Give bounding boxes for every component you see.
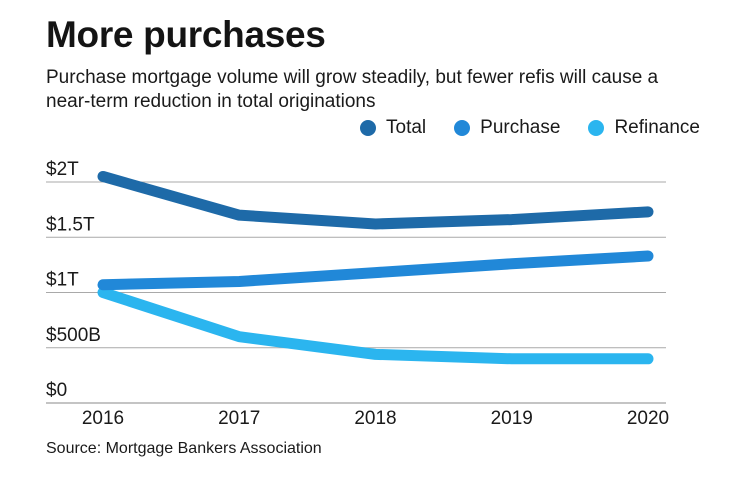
- legend-label-purchase: Purchase: [480, 117, 561, 138]
- y-tick-label-2: $1T: [46, 270, 79, 291]
- source-note: Source: Mortgage Bankers Association: [46, 440, 322, 457]
- legend-label-total: Total: [386, 117, 427, 138]
- x-tick-label-0: 2016: [82, 408, 124, 429]
- legend-swatch-purchase: [454, 120, 471, 136]
- y-tick-label-0: $0: [46, 380, 67, 401]
- series-line-total: [97, 170, 654, 230]
- legend-label-refinance: Refinance: [614, 117, 700, 138]
- legend-item-purchase: Purchase: [454, 117, 560, 139]
- legend: Total Purchase Refinance: [360, 117, 700, 139]
- series-line-refinance: [97, 287, 654, 365]
- x-tick-label-3: 2019: [491, 408, 533, 429]
- y-tick-label-1: $500B: [46, 325, 101, 346]
- chart-title: More purchases: [46, 14, 326, 55]
- y-tick-label-4: $2T: [46, 159, 79, 180]
- x-tick-label-2: 2018: [354, 408, 396, 429]
- series-line-purchase: [97, 250, 654, 291]
- x-tick-label-1: 2017: [218, 408, 260, 429]
- x-tick-label-4: 2020: [627, 408, 669, 429]
- y-tick-label-3: $1.5T: [46, 214, 95, 235]
- legend-swatch-refinance: [588, 120, 605, 136]
- legend-item-total: Total: [360, 117, 426, 139]
- legend-item-refinance: Refinance: [588, 117, 700, 139]
- chart-subtitle: Purchase mortgage volume will grow stead…: [46, 67, 659, 112]
- legend-swatch-total: [360, 120, 377, 136]
